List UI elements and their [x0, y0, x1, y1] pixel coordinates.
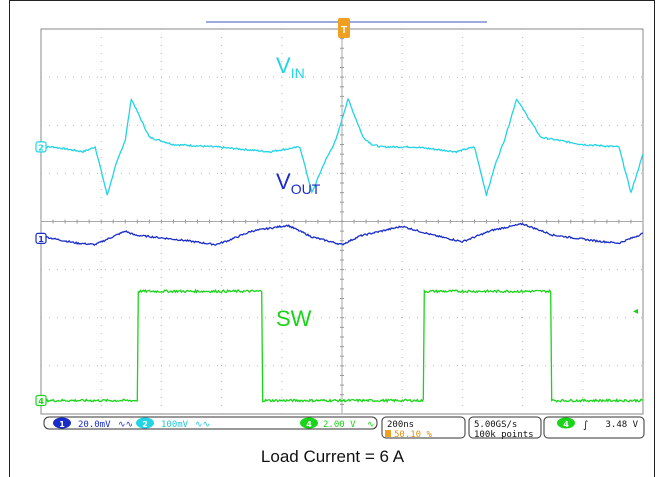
vout-label-main: V — [276, 169, 291, 194]
timebase-value: 200ns — [387, 420, 414, 430]
ch2-coupling-icon: ∿∿ — [195, 420, 210, 430]
trace-vout — [41, 222, 644, 247]
scope-grid — [40, 28, 644, 415]
trigger-level-value: 3.48 V — [605, 420, 638, 430]
vout-label: VOUT — [276, 169, 321, 197]
ch1-badge: 1 — [59, 420, 65, 429]
trace-sw — [40, 288, 644, 404]
ch4-offset-arrow: ◂ — [633, 306, 638, 317]
ground-marker-ch4 — [35, 394, 47, 407]
sw-label: SW — [276, 306, 312, 331]
figure-caption: Load Current = 6 A — [260, 447, 405, 466]
scope-traces — [40, 97, 644, 404]
ch4-scale: 2.00 V — [323, 420, 356, 430]
ch1-coupling-icon: ∿∿ — [118, 420, 133, 430]
ch2-scale: 100mV — [161, 420, 189, 430]
trigger-marker-label: T — [341, 25, 347, 36]
figure-frame — [9, 0, 655, 477]
trigger-marker: T — [206, 18, 487, 38]
vin-label-sub: IN — [291, 65, 305, 81]
sample-rate-value: 5.00GS/s — [474, 420, 517, 430]
channel-ground-markers: 2 1 4 — [35, 141, 47, 407]
ground-marker-label-ch4: 4 — [38, 397, 44, 406]
ch2-badge: 2 — [142, 420, 148, 429]
status-bar: 1 20.0mV ∿∿ 2 100mV ∿∿ 4 2.00 V ∿ 200ns … — [43, 416, 645, 440]
vin-label-main: V — [276, 53, 291, 78]
trigger-channel-badge: 4 — [563, 420, 569, 429]
vout-label-sub: OUT — [291, 181, 321, 197]
trigger-position-value: 50.10 % — [394, 430, 433, 440]
ground-marker-label-ch2: 2 — [38, 143, 44, 152]
ground-marker-ch1 — [35, 232, 47, 244]
ground-marker-label-ch1: 1 — [38, 235, 44, 244]
record-length-value: 100k points — [474, 430, 534, 440]
vin-label: VIN — [276, 53, 305, 81]
ch1-scale: 20.0mV — [78, 420, 111, 430]
ch4-coupling-icon: ∿ — [367, 420, 375, 430]
ground-marker-ch2 — [35, 141, 47, 153]
trace-vin — [40, 97, 644, 197]
trigger-slope-icon: ∫ — [583, 420, 588, 431]
ch4-badge: 4 — [306, 420, 312, 429]
